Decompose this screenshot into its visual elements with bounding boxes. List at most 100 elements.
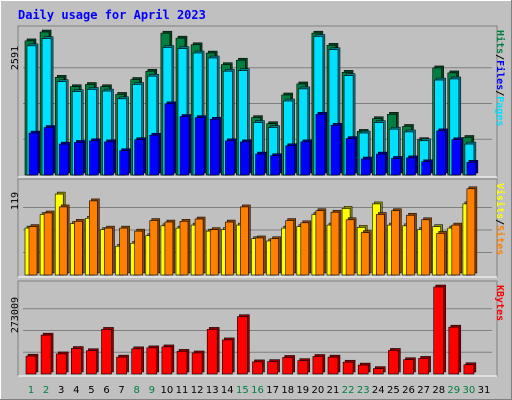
x-tick-label: 6 xyxy=(103,385,109,396)
x-tick-label: 9 xyxy=(149,385,155,396)
right-legend-item: Hits xyxy=(494,30,506,54)
bar-pages xyxy=(134,139,144,176)
bar-kbytes xyxy=(191,352,203,375)
x-tick-label: 21 xyxy=(327,385,340,396)
bar-sites xyxy=(240,206,249,276)
x-tick-label: 22 xyxy=(342,385,355,396)
x-tick-label: 2 xyxy=(43,385,49,396)
bar-sites xyxy=(225,221,234,276)
bar-kbytes xyxy=(297,360,309,375)
bar-kbytes xyxy=(86,350,97,375)
bar-sites xyxy=(466,188,476,276)
x-tick-label: 28 xyxy=(432,385,445,396)
bar-pages xyxy=(58,143,69,176)
right-legend-item: Pages xyxy=(494,96,505,126)
bar-kbytes xyxy=(463,364,475,375)
bar-pages xyxy=(255,153,265,176)
bar-kbytes xyxy=(342,361,354,375)
bar-kbytes xyxy=(372,368,384,375)
bar-kbytes xyxy=(267,361,278,375)
bar-pages xyxy=(119,150,129,176)
x-tick-label: 19 xyxy=(296,385,309,396)
bar-sites xyxy=(209,229,219,276)
x-tick-label: 30 xyxy=(463,385,476,396)
bar-sites xyxy=(104,227,113,276)
bar-sites xyxy=(315,210,325,276)
bar-kbytes xyxy=(101,329,112,375)
bar-pages xyxy=(164,103,175,176)
x-tick-label: 31 xyxy=(478,385,491,396)
bar-kbytes xyxy=(433,286,445,375)
bar-sites xyxy=(194,218,204,276)
bar-kbytes xyxy=(25,355,37,375)
bar-sites xyxy=(43,212,53,276)
x-tick-label: 17 xyxy=(266,385,279,396)
bar-sites xyxy=(179,221,189,276)
right-legend-item: / xyxy=(494,90,505,96)
bar-kbytes xyxy=(131,348,142,375)
bar-sites xyxy=(300,222,310,276)
bar-sites xyxy=(451,224,461,276)
x-tick-label: 10 xyxy=(161,385,174,396)
bar-kbytes xyxy=(206,329,218,375)
bar-sites xyxy=(89,200,98,276)
bar-kbytes xyxy=(40,334,52,375)
bar-pages xyxy=(330,125,341,176)
bar-pages xyxy=(240,141,250,176)
bar-kbytes xyxy=(222,339,233,375)
bar-kbytes xyxy=(252,361,263,375)
y-max-label-hits-files-pages: 2591 xyxy=(10,46,21,70)
bar-pages xyxy=(194,117,205,176)
bar-pages xyxy=(436,130,447,176)
bar-kbytes xyxy=(327,356,339,375)
x-tick-label: 20 xyxy=(312,385,325,396)
bar-pages xyxy=(421,161,431,176)
bar-sites xyxy=(119,227,128,276)
bar-kbytes xyxy=(403,359,414,375)
bar-kbytes xyxy=(312,356,324,375)
right-legend-item: Visits xyxy=(494,183,506,219)
bar-sites xyxy=(134,230,143,276)
right-legend-kbytes: KBytes xyxy=(494,285,505,321)
bar-pages xyxy=(300,141,311,176)
x-tick-label: 16 xyxy=(251,385,264,396)
bar-sites xyxy=(164,221,174,276)
bar-sites xyxy=(421,219,430,276)
y-max-label-visits-sites: 119 xyxy=(10,192,21,210)
bar-sites xyxy=(74,221,83,276)
bar-kbytes xyxy=(55,353,67,375)
bar-pages xyxy=(451,139,462,176)
x-tick-label: 3 xyxy=(58,385,64,396)
right-legend-item: Sites xyxy=(494,225,506,255)
bar-pages xyxy=(360,158,371,176)
bar-kbytes xyxy=(388,350,399,375)
x-tick-label: 23 xyxy=(357,385,370,396)
bar-sites xyxy=(149,220,159,276)
x-tick-label: 18 xyxy=(281,385,294,396)
bar-pages xyxy=(43,127,54,176)
bar-sites xyxy=(375,214,385,276)
bar-kbytes xyxy=(237,316,248,375)
bar-sites xyxy=(406,214,415,276)
bar-kbytes xyxy=(161,346,173,375)
x-tick-label: 5 xyxy=(88,385,94,396)
x-tick-label: 27 xyxy=(417,385,430,396)
bar-pages xyxy=(74,142,84,176)
bar-pages xyxy=(375,153,386,176)
bar-kbytes xyxy=(357,364,369,375)
bar-pages xyxy=(285,145,296,176)
bar-sites xyxy=(285,220,295,276)
bar-kbytes xyxy=(448,326,460,375)
bar-pages xyxy=(406,157,416,176)
x-axis-labels: 1 2 3 4 5 6 7 8 9 10 11 12 13 14 15 16 17 18 19 20 21 22 23 24 2… xyxy=(28,385,491,396)
x-tick-label: 14 xyxy=(221,385,234,396)
bar-sites xyxy=(270,238,279,276)
bar-pages xyxy=(391,158,401,176)
bar-sites xyxy=(28,226,38,276)
bar-kbytes xyxy=(418,358,429,375)
bar-pages xyxy=(89,140,99,176)
y-max-label-kbytes: 273009 xyxy=(10,297,21,333)
right-legend-item: Files xyxy=(494,60,506,90)
x-tick-label: 13 xyxy=(206,385,219,396)
